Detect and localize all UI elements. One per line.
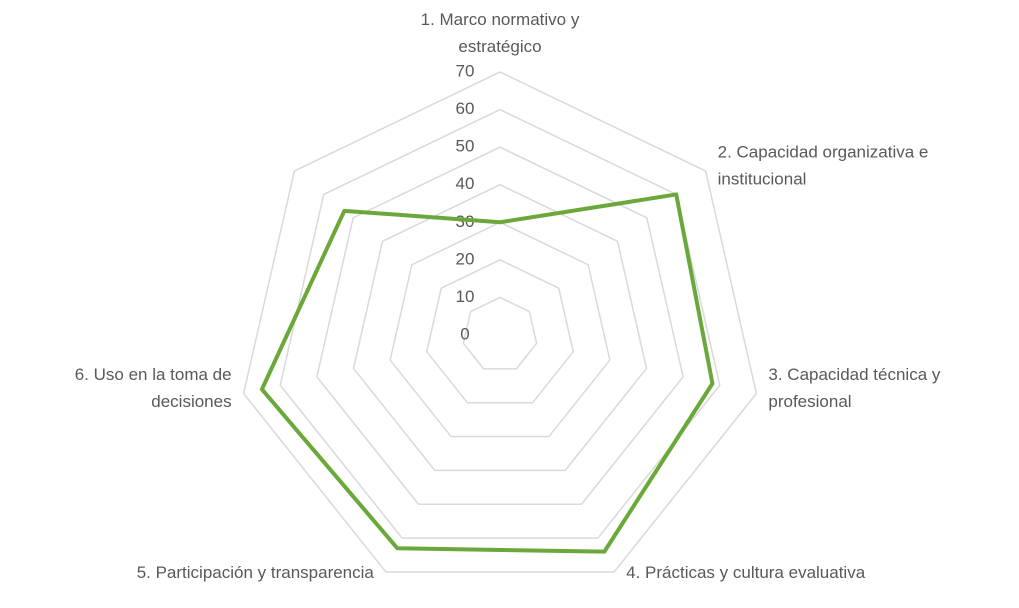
- r-tick-label: 50: [456, 137, 475, 156]
- category-label: 5. Participación y transparencia: [137, 563, 375, 582]
- r-tick-label: 20: [456, 249, 475, 268]
- grid-ring: [242, 71, 758, 573]
- category-label: 3. Capacidad técnica y profesional: [768, 366, 940, 412]
- grid-ring: [389, 221, 611, 438]
- category-label: 1. Marco normativo y estratégico: [421, 10, 580, 56]
- grid-ring: [462, 296, 538, 370]
- r-tick-label: 40: [456, 174, 475, 193]
- category-label: 6. Uso en la toma de decisiones: [75, 366, 232, 412]
- radar-line: [259, 192, 715, 554]
- r-tick-label: 0: [460, 324, 469, 343]
- category-label: 2. Capacidad organizativa e institucional: [718, 143, 929, 189]
- grid-ring: [425, 259, 575, 404]
- grid-ring: [316, 146, 684, 506]
- r-tick-label: 10: [456, 287, 475, 306]
- r-tick-label: 60: [456, 99, 475, 118]
- r-tick-label: 70: [456, 61, 475, 80]
- grid-ring: [352, 183, 648, 472]
- category-label: 4. Prácticas y cultura evaluativa: [626, 563, 866, 582]
